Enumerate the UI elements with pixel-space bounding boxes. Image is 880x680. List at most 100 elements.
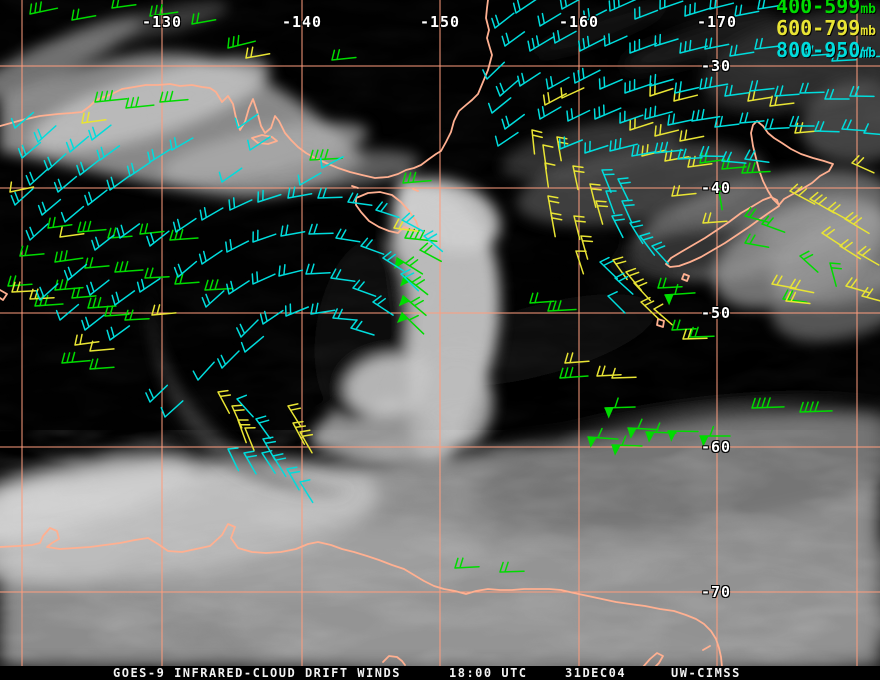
barb-shaft (501, 31, 526, 47)
wind-barb (659, 0, 684, 10)
wind-barb (611, 435, 643, 456)
barb-shaft (702, 212, 728, 224)
barb-shaft (659, 0, 684, 10)
barb-shaft (319, 155, 344, 169)
wind-barb (747, 89, 773, 102)
wind-barb (198, 249, 223, 265)
barb-shaft (605, 190, 617, 215)
barb-shaft (125, 96, 155, 109)
barb-shaft (482, 61, 506, 80)
barb-shaft (332, 308, 358, 321)
barb-shaft (744, 233, 770, 248)
wind-barb (218, 167, 243, 183)
barb-shaft (799, 401, 833, 413)
barb-pennant (699, 435, 709, 447)
wind-barb (529, 292, 555, 304)
wind-barb (824, 88, 850, 100)
barb-shaft (729, 44, 755, 57)
wind-barb (573, 215, 586, 241)
wind-barb (599, 256, 619, 280)
barb-shaft (583, 8, 608, 22)
wind-barb (624, 78, 653, 94)
barb-shaft (607, 291, 626, 314)
wind-barb (106, 325, 131, 341)
barb-shaft (309, 148, 343, 161)
legend-value: 600-799 (776, 16, 861, 40)
wind-barb (125, 96, 155, 109)
barb-shaft (517, 72, 541, 87)
barb-pennant (611, 444, 621, 456)
barb-shaft (375, 201, 400, 219)
wind-barb (651, 241, 669, 265)
barb-shaft (501, 113, 525, 130)
wind-barb (236, 319, 259, 338)
wind-barb (114, 260, 144, 273)
barb-shaft (814, 120, 840, 133)
barb-shaft (499, 561, 525, 573)
barb-shaft (308, 223, 334, 235)
wind-barb (81, 111, 107, 124)
barb-shaft (679, 129, 705, 142)
legend-unit: mb (860, 46, 876, 61)
wind-barb (419, 242, 442, 263)
wind-barb (575, 250, 587, 275)
wind-barb (60, 205, 85, 223)
barb-shaft (94, 89, 128, 103)
wind-barb (308, 223, 334, 235)
barb-shaft (124, 309, 150, 321)
barb-shaft (198, 249, 223, 265)
barb-shaft (621, 199, 635, 224)
wind-barb (667, 113, 693, 126)
wind-barb (649, 83, 674, 97)
wind-barb (614, 272, 634, 295)
wind-barb (537, 12, 562, 27)
barb-shaft (106, 175, 131, 191)
caption-bar: GOES-9 INFRARED-CLOUD DRIFT WINDS 18:00 … (0, 666, 880, 680)
wind-barb (34, 294, 64, 307)
wind-barb (352, 279, 377, 297)
wind-barb (542, 91, 567, 106)
barb-shaft (640, 296, 660, 320)
coastline-path (0, 0, 493, 179)
wind-barb (106, 175, 131, 191)
barb-shaft (84, 189, 108, 206)
barb-shaft (81, 314, 105, 331)
barb-pennant (394, 257, 405, 269)
wind-barb (744, 233, 770, 248)
wind-barb (243, 450, 258, 475)
barb-shaft (10, 188, 34, 206)
wind-barb (804, 45, 830, 57)
wind-barb (257, 189, 282, 203)
wind-barb (404, 228, 438, 243)
barb-shaft (240, 335, 265, 353)
wind-barb (629, 220, 644, 245)
barb-shaft (624, 78, 653, 94)
wind-barb (821, 226, 843, 247)
wind-barb (81, 314, 105, 331)
wind-barb (667, 430, 699, 442)
wind-barb (531, 129, 543, 155)
wind-barb (54, 250, 84, 263)
wind-barb (734, 4, 760, 17)
wind-barb (501, 113, 525, 130)
barb-shaft (255, 415, 271, 440)
wind-barb (552, 29, 577, 44)
barb-shaft (88, 124, 112, 141)
wind-barb (682, 328, 708, 340)
barb-shaft (247, 136, 271, 151)
wind-barb (126, 161, 151, 177)
barb-shaft (639, 232, 656, 256)
barb-shaft (287, 403, 302, 428)
barb-shaft (584, 140, 609, 154)
wind-barb (559, 366, 589, 379)
barb-shaft (292, 420, 307, 445)
barb-shaft (550, 212, 563, 238)
barb-shaft (53, 175, 78, 193)
coastline-path (251, 134, 278, 145)
barb-shaft (634, 6, 659, 20)
barb-shaft (350, 319, 375, 336)
wind-barb (603, 33, 628, 47)
wind-barb (537, 105, 562, 120)
barb-shaft (649, 73, 674, 87)
wind-barb (280, 224, 306, 237)
